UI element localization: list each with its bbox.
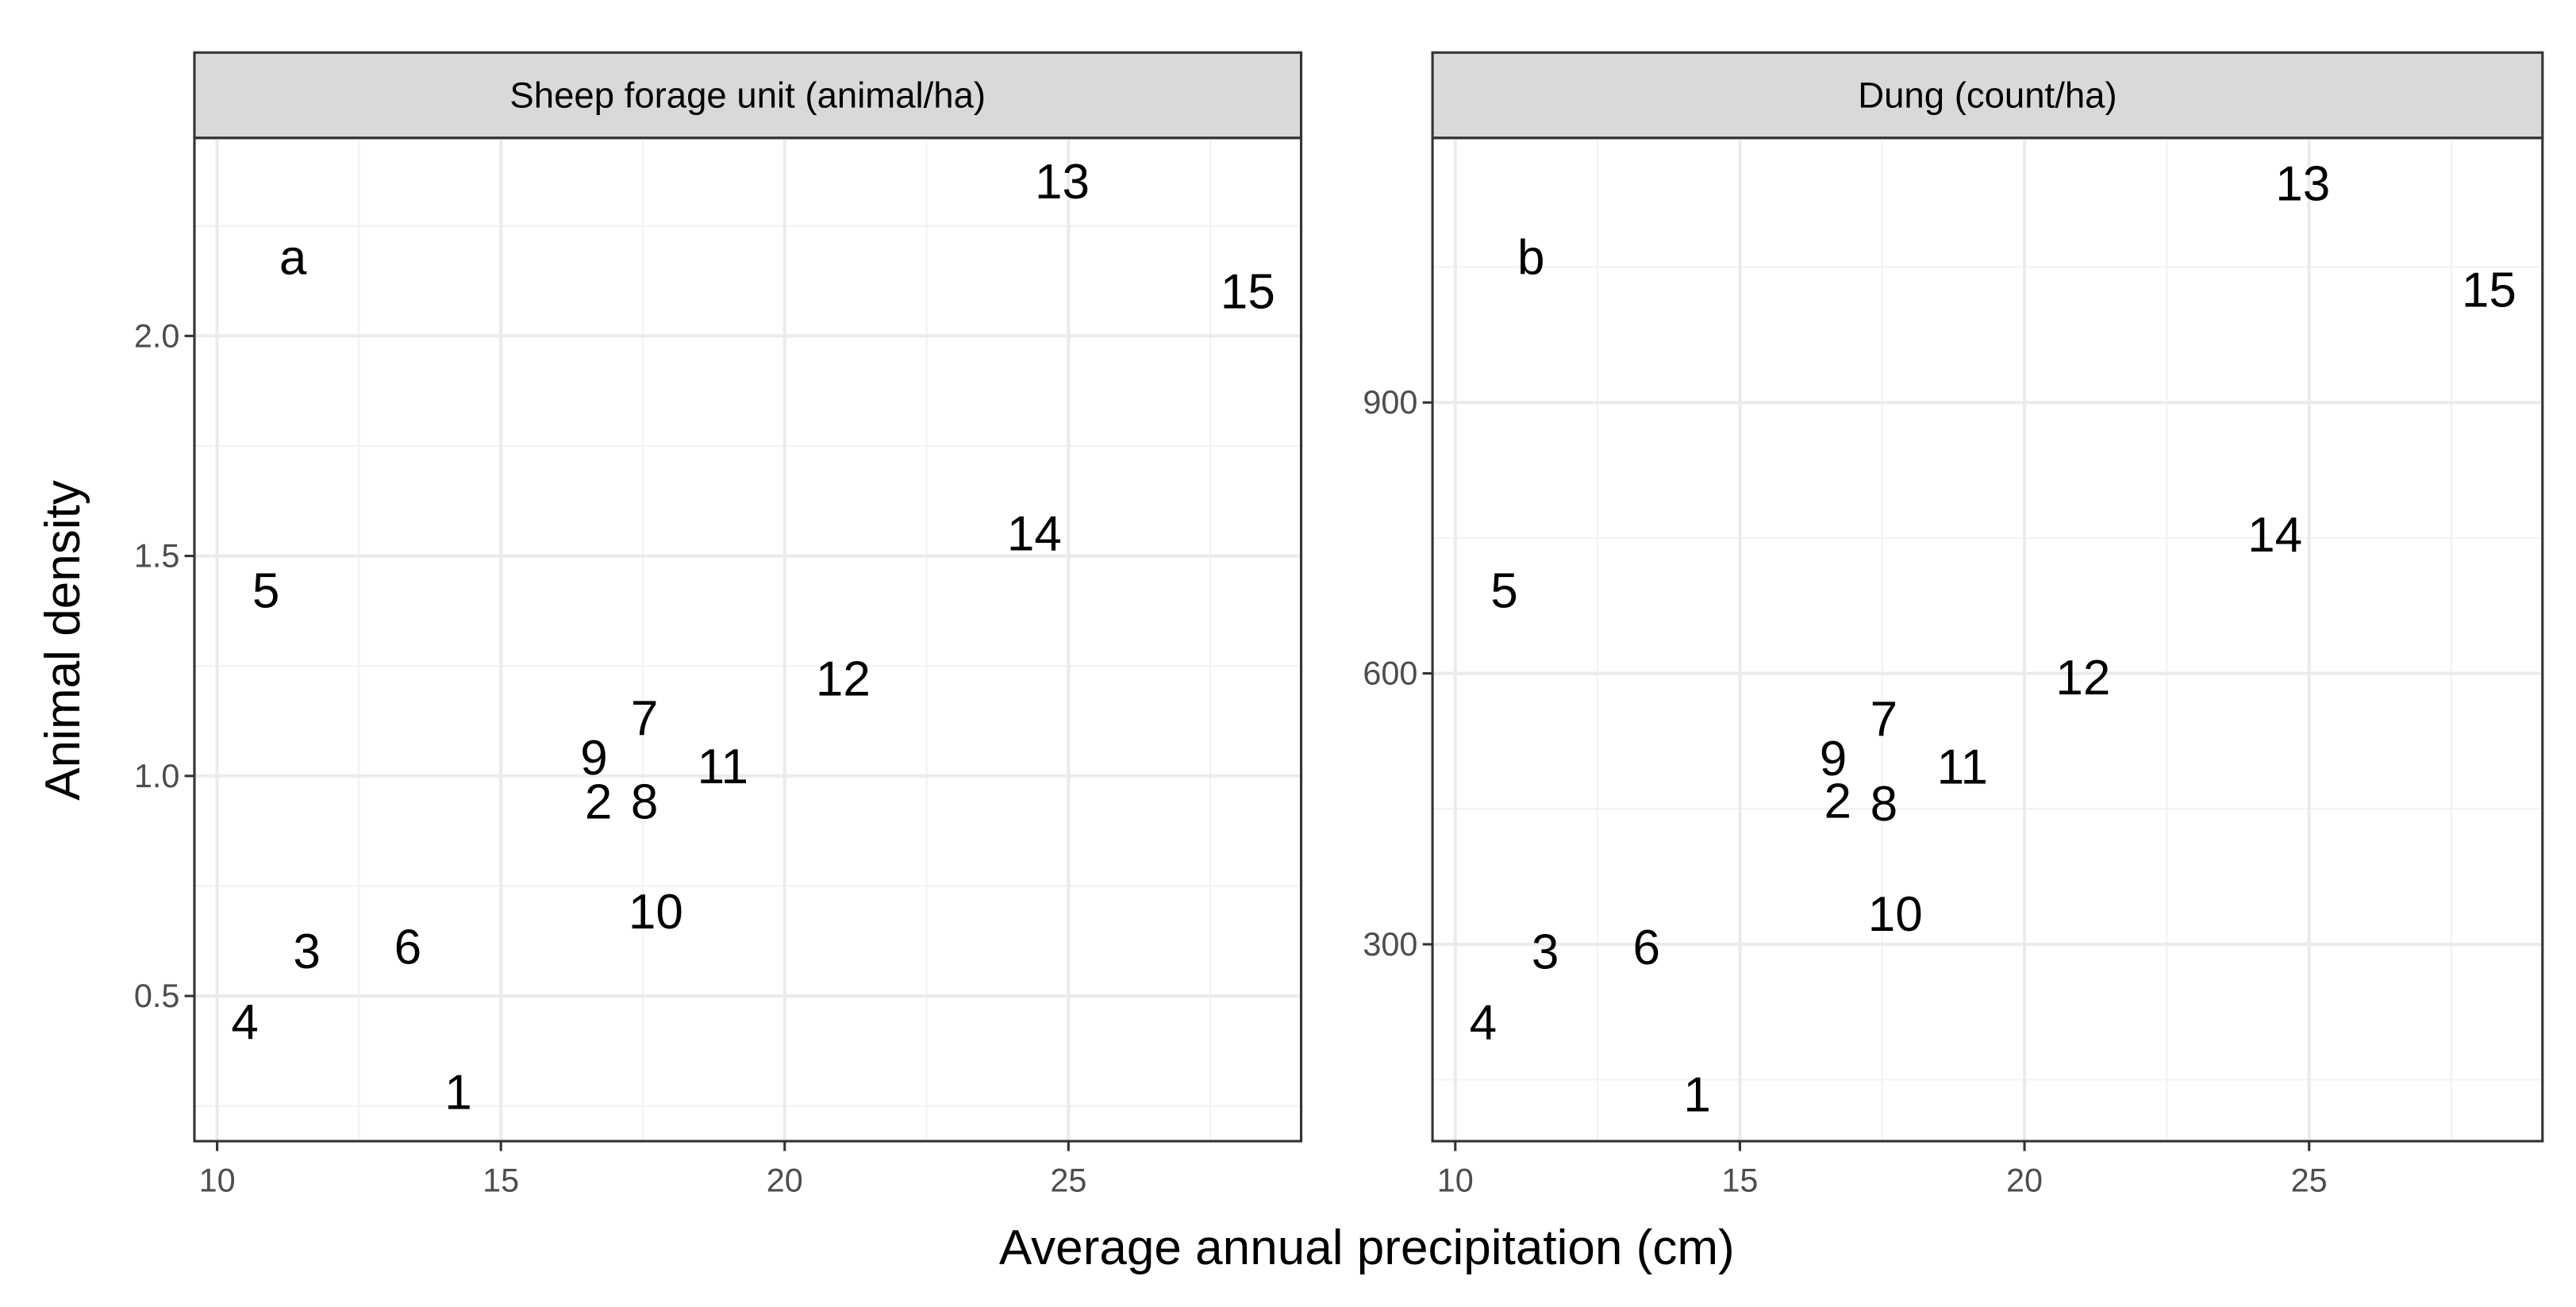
x-tick-label: 25 <box>2291 1163 2328 1199</box>
x-tick-label: 15 <box>483 1163 519 1199</box>
point-label: 14 <box>2247 508 2302 563</box>
y-tick-label: 300 <box>1363 926 1417 963</box>
point-label: 11 <box>1937 740 1988 794</box>
y-tick-label: 600 <box>1363 655 1417 692</box>
point-label: 1 <box>444 1066 472 1121</box>
point-label: 12 <box>816 652 871 706</box>
point-label: 13 <box>1035 155 1090 210</box>
point-label: 3 <box>1532 925 1559 980</box>
y-tick-label: 0.5 <box>134 978 180 1014</box>
panel-letter: b <box>1517 230 1545 285</box>
point-label: 2 <box>1824 775 1852 829</box>
point-label: 13 <box>2275 156 2330 211</box>
panel-border <box>193 136 1303 1143</box>
y-tick-label: 1.5 <box>134 538 180 575</box>
point-label: 9 <box>1820 732 1847 786</box>
point-label: 5 <box>252 563 280 618</box>
point-label: 6 <box>1633 921 1661 975</box>
point-label: 7 <box>1870 692 1898 747</box>
point-label: 2 <box>585 775 613 830</box>
y-axis-label: Animal density <box>36 480 90 801</box>
point-label: 4 <box>231 995 259 1050</box>
point-label: 6 <box>394 921 422 975</box>
point-label: 8 <box>631 775 659 830</box>
point-label: 14 <box>1007 506 1062 561</box>
point-label: 5 <box>1490 564 1518 619</box>
x-axis-label: Average annual precipitation (cm) <box>999 1221 1735 1275</box>
point-label: 12 <box>2055 651 2110 705</box>
x-tick-label: 20 <box>2006 1163 2043 1199</box>
panel-border <box>1431 136 2544 1143</box>
point-label: 3 <box>293 925 321 979</box>
point-label: 1 <box>1683 1067 1711 1122</box>
panel-letter: a <box>279 230 307 285</box>
point-label: 8 <box>1870 777 1898 832</box>
point-label: 7 <box>631 691 659 746</box>
x-tick-label: 15 <box>1721 1163 1758 1199</box>
x-tick-label: 10 <box>199 1163 236 1199</box>
strip-title: Sheep forage unit (animal/ha) <box>509 75 986 116</box>
point-label: 15 <box>2462 263 2516 318</box>
point-label: 15 <box>1221 264 1275 319</box>
strip-title: Dung (count/ha) <box>1858 75 2117 116</box>
y-tick-label: 2.0 <box>134 317 180 354</box>
x-tick-label: 20 <box>767 1163 803 1199</box>
point-label: 4 <box>1470 995 1498 1050</box>
point-label: 11 <box>698 740 748 794</box>
strip <box>193 51 1303 140</box>
x-tick-label: 25 <box>1050 1163 1086 1199</box>
point-label: 9 <box>580 731 608 786</box>
point-label: 10 <box>629 885 683 940</box>
point-label: 10 <box>1868 887 1923 942</box>
x-tick-label: 10 <box>1437 1163 1474 1199</box>
y-tick-label: 900 <box>1363 384 1417 421</box>
y-tick-label: 1.0 <box>134 758 180 794</box>
